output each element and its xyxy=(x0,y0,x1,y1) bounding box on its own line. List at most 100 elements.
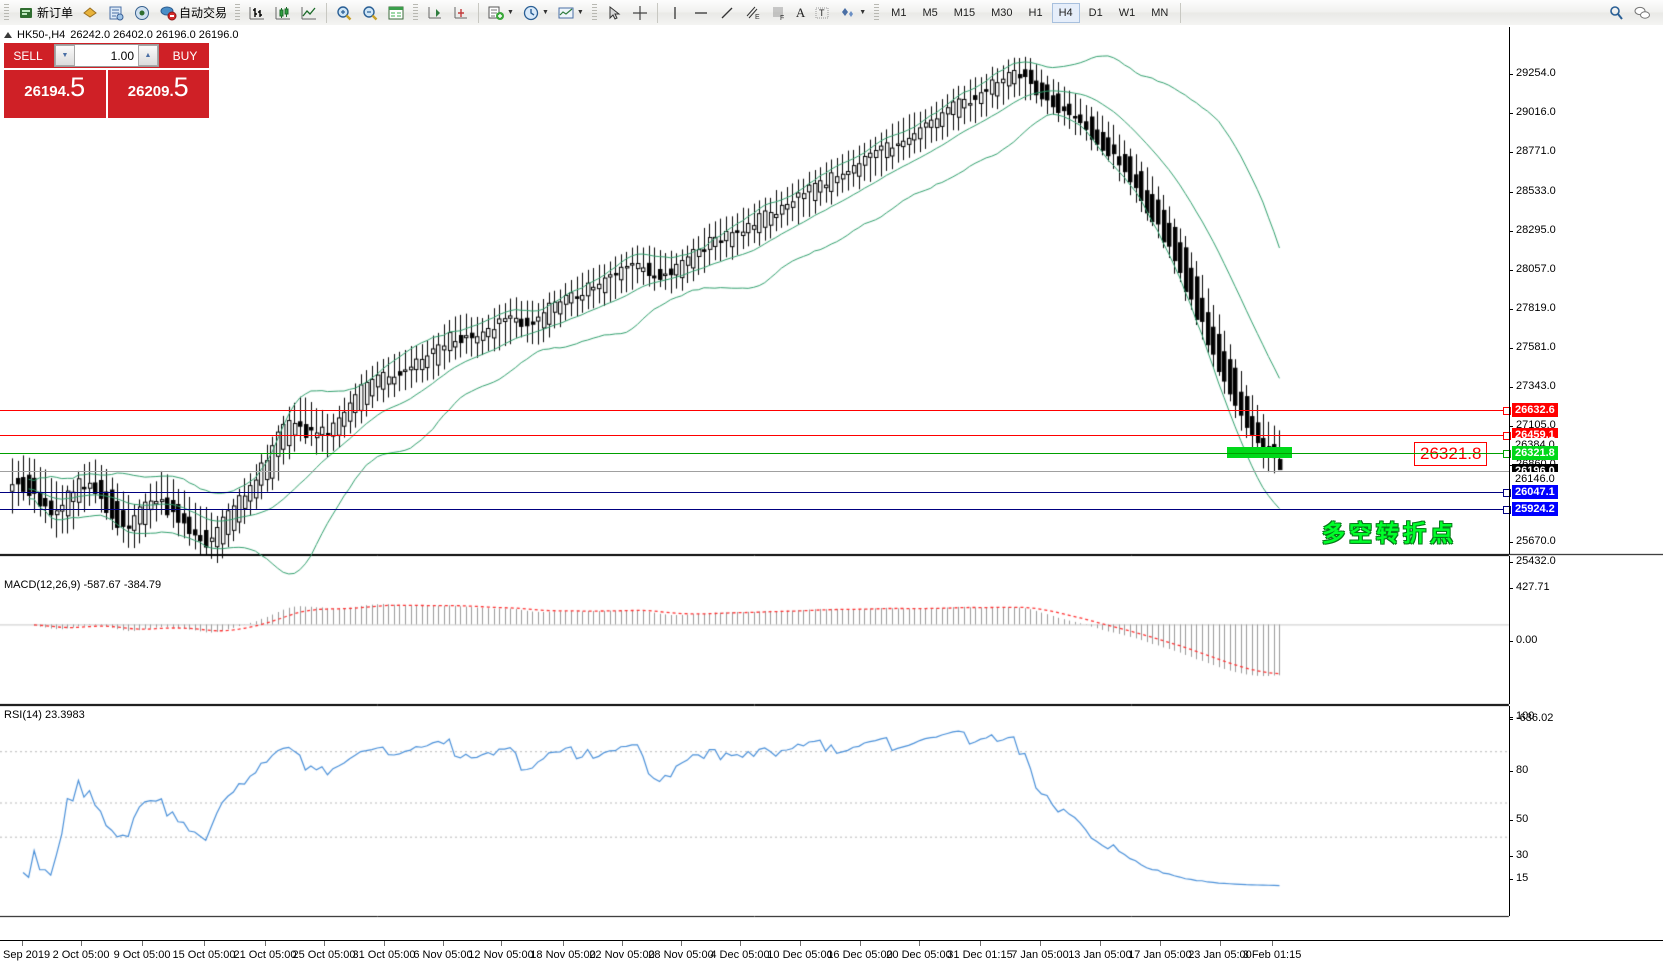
fibonacci-button[interactable]: F xyxy=(767,1,791,24)
chat-icon xyxy=(1633,4,1651,22)
cursor-button[interactable] xyxy=(602,1,626,24)
price-level-label[interactable]: 26632.6 xyxy=(1512,403,1558,417)
volume-decrement-button[interactable]: ▼ xyxy=(55,45,75,66)
chart-shift-icon xyxy=(426,4,444,22)
zoom-out-button[interactable] xyxy=(358,1,382,24)
bar-chart-button[interactable] xyxy=(245,1,269,24)
line-chart-button[interactable] xyxy=(297,1,321,24)
time-tick xyxy=(204,941,205,946)
chevron-down-icon-3[interactable]: ▼ xyxy=(576,9,584,16)
crosshair-button[interactable] xyxy=(628,1,652,24)
price-level-handle[interactable] xyxy=(1503,450,1511,458)
chart-container[interactable]: HK50-,H4 26242.0 26402.0 26196.0 26196.0… xyxy=(0,27,1663,977)
tile-windows-button[interactable] xyxy=(384,1,408,24)
autotrading-button[interactable]: 自动交易 xyxy=(156,1,230,24)
price-level-label[interactable]: 26321.8 xyxy=(1512,446,1558,460)
timeframe-d1[interactable]: D1 xyxy=(1088,6,1103,19)
vertical-line-button[interactable] xyxy=(663,1,687,24)
timeframe-m5[interactable]: M5 xyxy=(922,6,938,19)
price-tick xyxy=(1509,192,1513,193)
time-axis-label: 5 Sep 2019 xyxy=(0,949,51,961)
macd-axis-divider xyxy=(1509,556,1510,704)
buy-button[interactable]: BUY xyxy=(161,43,209,68)
rsi-axis-label: 15 xyxy=(1516,872,1529,884)
trendline-button[interactable] xyxy=(715,1,739,24)
timeframe-w1[interactable]: W1 xyxy=(1118,6,1136,19)
indicators-button[interactable]: ▼ xyxy=(484,1,517,24)
time-tick xyxy=(980,941,981,946)
one-click-trading-panel[interactable]: SELL ▼ 1.00 ▲ BUY 26194 . 5 26209 . 5 xyxy=(4,43,209,121)
timeframe-h4[interactable]: H4 xyxy=(1051,2,1080,23)
price-level-handle[interactable] xyxy=(1503,489,1511,497)
zoom-in-button[interactable] xyxy=(332,1,356,24)
chart-symbol: HK50-,H4 xyxy=(17,29,66,41)
toolbar-grip-2[interactable] xyxy=(235,3,241,22)
toolbar-grip[interactable] xyxy=(4,3,9,22)
search-button[interactable] xyxy=(1604,1,1628,24)
timeframe-m30[interactable]: M30 xyxy=(991,6,1013,19)
toolbar-grip-3[interactable] xyxy=(413,3,419,22)
support-zone-rectangle[interactable] xyxy=(1227,447,1292,458)
collapse-triangle-icon[interactable] xyxy=(4,32,12,38)
templates-icon xyxy=(557,4,575,22)
candlestick-chart-button[interactable] xyxy=(271,1,295,24)
toolbar-separator-4 xyxy=(1180,2,1182,23)
data-window-button[interactable] xyxy=(104,1,128,24)
time-axis-label: 31 Oct 05:00 xyxy=(352,949,416,961)
volume-increment-button[interactable]: ▲ xyxy=(138,45,158,66)
price-level-handle[interactable] xyxy=(1503,432,1511,440)
price-level-line[interactable] xyxy=(0,492,1509,493)
time-tick xyxy=(1220,941,1221,946)
volume-input-box[interactable]: ▼ 1.00 ▲ xyxy=(54,44,159,67)
chevron-down-icon-4[interactable]: ▼ xyxy=(859,9,867,16)
chinese-annotation-text[interactable]: 多空转折点 xyxy=(1322,520,1457,546)
chart-canvas[interactable] xyxy=(0,27,1663,949)
time-tick xyxy=(919,941,920,946)
time-tick xyxy=(81,941,82,946)
price-level-line[interactable] xyxy=(0,509,1509,510)
volume-value[interactable]: 1.00 xyxy=(110,48,134,63)
price-level-label[interactable]: 26047.1 xyxy=(1512,485,1558,499)
navigator-button[interactable] xyxy=(130,1,154,24)
price-level-line[interactable] xyxy=(0,453,1509,454)
buy-price-display[interactable]: 26209 . 5 xyxy=(107,68,209,118)
text-button[interactable]: A xyxy=(793,1,808,24)
shapes-button[interactable]: ▼ xyxy=(836,1,869,24)
toolbar-grip-5[interactable] xyxy=(874,3,880,22)
expert-advisor-button[interactable] xyxy=(78,1,102,24)
timeframe-m15[interactable]: M15 xyxy=(953,6,976,19)
text-label-button[interactable]: T xyxy=(810,1,834,24)
timeframe-h1[interactable]: H1 xyxy=(1028,6,1043,19)
horizontal-line-button[interactable] xyxy=(689,1,713,24)
price-level-label[interactable]: 26146.0 xyxy=(1512,472,1558,486)
price-level-handle[interactable] xyxy=(1503,407,1511,415)
time-axis-label: 31 Dec 01:15 xyxy=(947,949,1013,961)
time-axis-label: 10 Dec 05:00 xyxy=(767,949,833,961)
rsi-tick xyxy=(1509,771,1513,772)
timeframe-mn[interactable]: MN xyxy=(1151,6,1169,19)
price-callout-box[interactable]: 26321.8 xyxy=(1414,442,1488,466)
auto-scroll-button[interactable] xyxy=(449,1,473,24)
vertical-line-icon xyxy=(666,4,684,22)
chevron-down-icon[interactable]: ▼ xyxy=(507,9,514,16)
price-level-line[interactable] xyxy=(0,471,1509,472)
sell-price-display[interactable]: 26194 . 5 xyxy=(4,68,108,118)
sell-button[interactable]: SELL xyxy=(4,43,52,68)
price-level-line[interactable] xyxy=(0,435,1509,436)
price-axis-label: 28771.0 xyxy=(1516,145,1556,157)
price-level-line[interactable] xyxy=(0,410,1509,411)
new-order-button[interactable]: 新订单 xyxy=(14,1,76,24)
templates-button[interactable]: ▼ xyxy=(554,1,587,24)
time-tick xyxy=(22,941,23,946)
price-level-handle[interactable] xyxy=(1503,506,1511,514)
chevron-down-icon-2[interactable]: ▼ xyxy=(541,9,549,16)
price-level-label[interactable]: 25924.2 xyxy=(1512,502,1558,516)
chat-button[interactable] xyxy=(1630,1,1654,24)
period-button[interactable]: ▼ xyxy=(519,1,552,24)
chart-shift-button[interactable] xyxy=(423,1,447,24)
toolbar-separator-2 xyxy=(478,2,480,23)
timeframe-m1[interactable]: M1 xyxy=(891,6,907,19)
equidistant-channel-button[interactable]: E xyxy=(741,1,765,24)
toolbar-grip-4[interactable] xyxy=(591,3,597,22)
